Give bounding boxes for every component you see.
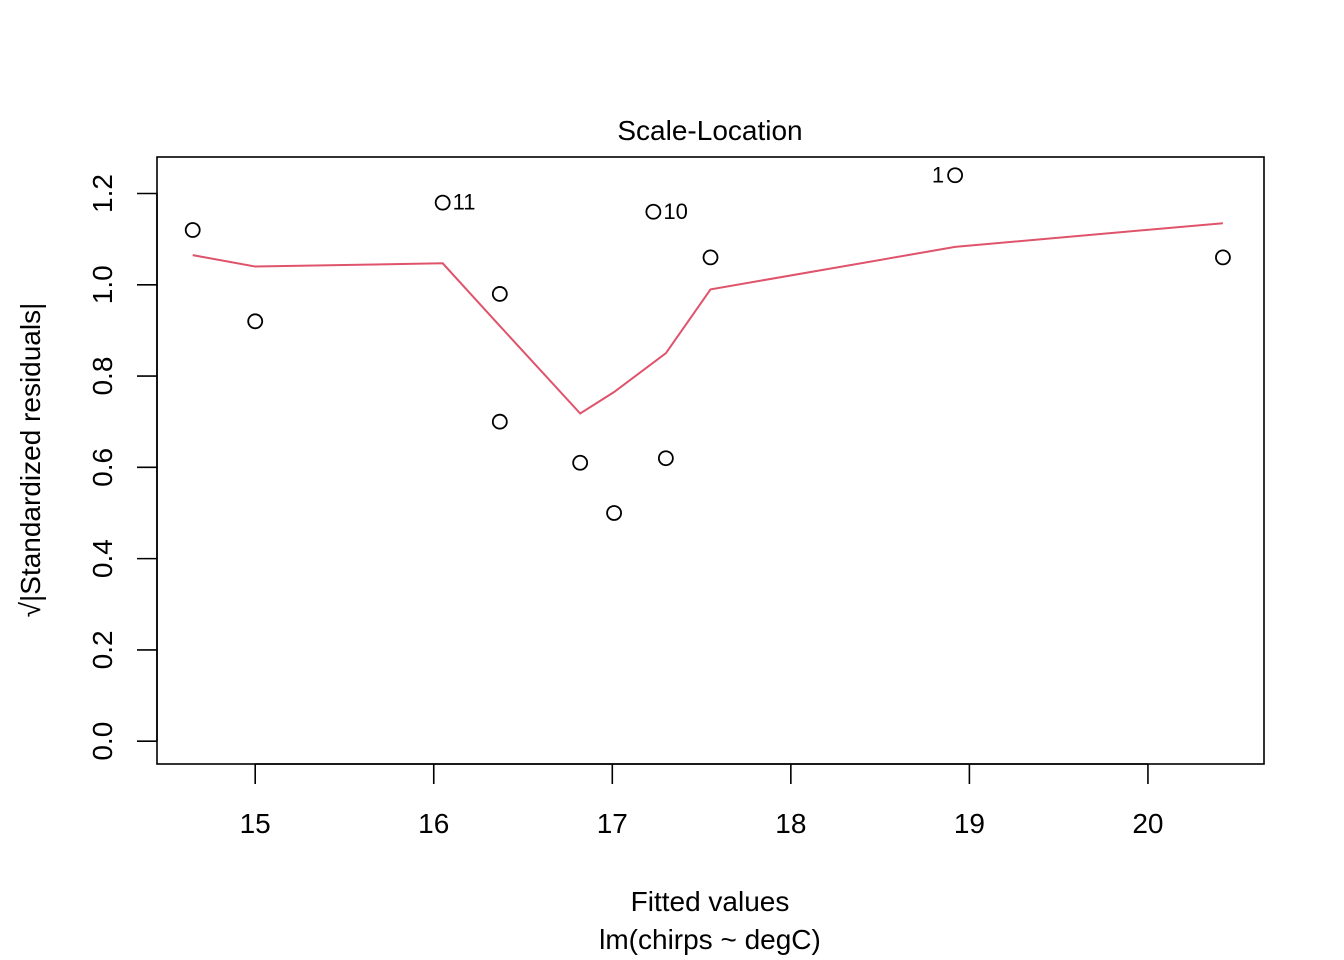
point-label: 11 [453,190,476,215]
x-axis: 15 16 17 18 19 20 [240,763,1164,839]
y-tick-label: 0.2 [87,630,118,669]
y-tick-label: 0.4 [87,539,118,578]
data-point [657,450,674,467]
chart-title: Scale-Location [617,115,802,146]
x-tick-label: 16 [418,808,449,839]
data-point [491,286,508,302]
data-point [491,413,508,430]
data-points: 11 10 1 [184,162,1231,521]
x-axis-label: Fitted values [631,886,790,917]
data-point [947,167,964,184]
data-point [1215,249,1231,266]
data-point [184,222,201,238]
point-label: 10 [663,199,687,224]
smoother-line [192,222,1223,415]
data-point [702,249,719,266]
y-axis-label: √|Standardized residuals| [15,303,46,618]
y-tick-label: 0.8 [87,357,118,396]
x-tick-label: 19 [954,808,985,839]
data-point [434,194,451,211]
data-point [606,505,622,521]
x-tick-label: 15 [240,808,271,839]
x-tick-label: 20 [1132,808,1163,839]
data-point [645,203,662,220]
plot-frame [156,156,1265,765]
y-tick-label: 1.0 [87,265,118,304]
x-tick-label: 18 [775,808,806,839]
data-point [572,454,589,471]
data-point [247,313,264,330]
y-tick-label: 1.2 [87,174,118,213]
x-axis-sublabel: lm(chirps ~ degC) [599,924,821,955]
y-axis: 0.0 0.2 0.4 0.6 0.8 1.0 1.2 [87,174,158,761]
smoother-line-group [192,222,1223,415]
y-tick-label: 0.0 [87,722,118,761]
y-tick-label: 0.6 [87,448,118,487]
x-tick-label: 17 [597,808,628,839]
point-label: 1 [932,162,944,187]
